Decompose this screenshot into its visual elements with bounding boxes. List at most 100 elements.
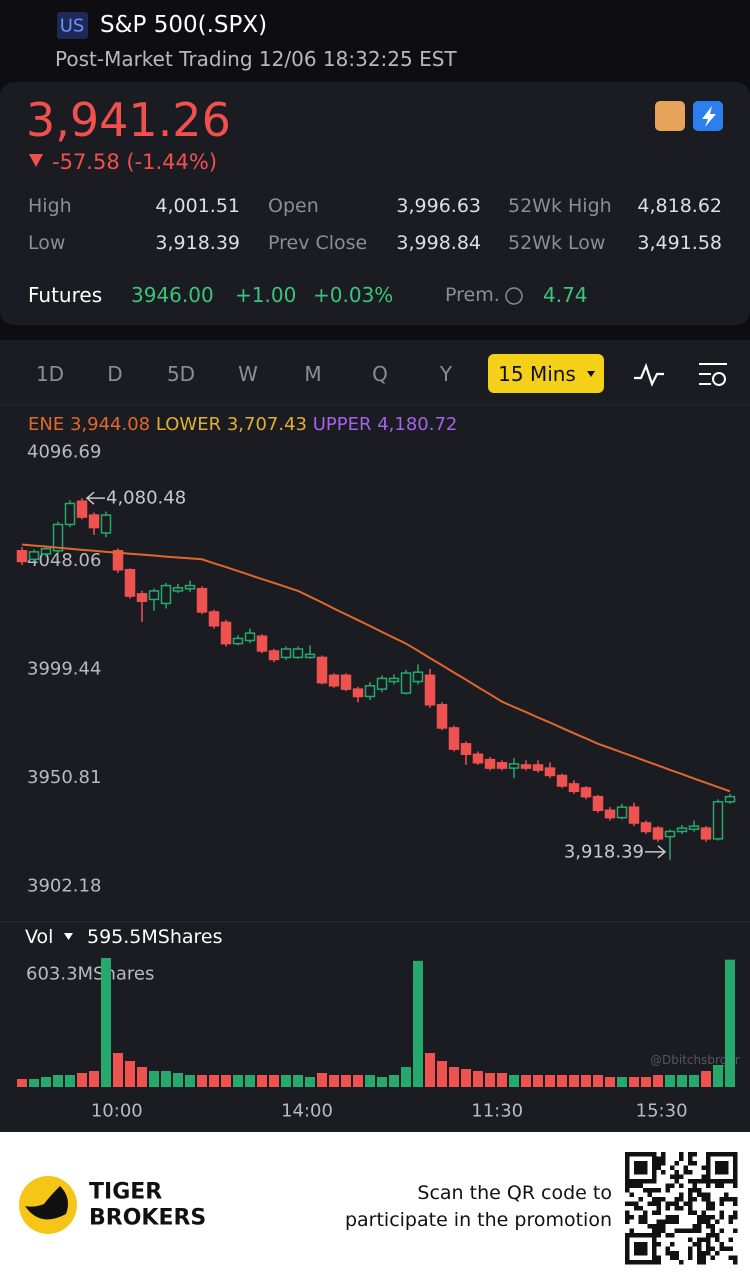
- qr-module: [683, 1170, 688, 1175]
- qr-module: [647, 1224, 652, 1229]
- qr-module: [697, 1255, 702, 1260]
- period-tab[interactable]: M: [304, 362, 321, 386]
- qr-module: [706, 1206, 711, 1211]
- active-tab[interactable]: 15 Mins: [498, 362, 576, 386]
- qr-module: [697, 1188, 702, 1193]
- icon-a[interactable]: [655, 101, 685, 131]
- qr-module: [728, 1246, 733, 1251]
- qr-module: [706, 1165, 711, 1170]
- qr-module: [701, 1192, 706, 1197]
- qr-module: [656, 1201, 661, 1206]
- qr-module: [656, 1197, 661, 1202]
- annotation-arrow: [85, 491, 105, 505]
- volume-dropdown[interactable]: [64, 933, 73, 940]
- candle-body: [532, 764, 544, 771]
- candle-body: [148, 590, 160, 601]
- qr-module: [688, 1206, 693, 1211]
- qr-module: [679, 1156, 684, 1161]
- volume-bar: [689, 1075, 699, 1087]
- qr-module: [688, 1197, 693, 1202]
- active-tab-bg[interactable]: [488, 354, 604, 393]
- qr-module: [652, 1201, 657, 1206]
- qr-module: [728, 1152, 733, 1157]
- qr-module: [706, 1233, 711, 1238]
- candle-body: [28, 551, 40, 561]
- qr-module: [706, 1170, 711, 1175]
- qr-module: [733, 1183, 738, 1188]
- qr-module: [706, 1183, 711, 1188]
- qr-module: [634, 1170, 639, 1175]
- volume-bar: [329, 1075, 339, 1087]
- indicator-icon[interactable]: [634, 362, 664, 387]
- qr-module: [715, 1219, 720, 1224]
- qr-module: [656, 1228, 661, 1233]
- period-tab[interactable]: Q: [372, 362, 388, 386]
- qr-module: [724, 1161, 729, 1166]
- qr-module: [701, 1251, 706, 1256]
- volume-bar: [185, 1075, 195, 1087]
- volume-bar: [245, 1075, 255, 1087]
- volume-bar: [101, 958, 111, 1087]
- qr-module: [697, 1215, 702, 1220]
- qr-module: [688, 1188, 693, 1193]
- qr-module: [692, 1242, 697, 1247]
- qr-module: [661, 1224, 666, 1229]
- qr-module: [683, 1201, 688, 1206]
- qr-module: [715, 1251, 720, 1256]
- qr-module: [652, 1179, 657, 1184]
- qr-module: [638, 1161, 643, 1166]
- candle-body: [268, 650, 280, 661]
- candle-body: [40, 548, 52, 555]
- qr-module: [733, 1215, 738, 1220]
- candle-body: [508, 763, 520, 769]
- period-tab[interactable]: 1D: [36, 362, 64, 386]
- period-tab[interactable]: W: [238, 362, 258, 386]
- qr-module: [629, 1228, 634, 1233]
- y-tick-label: 4096.69: [27, 442, 101, 463]
- qr-module: [661, 1228, 666, 1233]
- candle-body: [448, 727, 460, 750]
- volume-current: 595.5MShares: [87, 926, 223, 948]
- qr-module: [688, 1228, 693, 1233]
- qr-module: [629, 1215, 634, 1220]
- qr-module: [652, 1242, 657, 1247]
- qr-module: [719, 1183, 724, 1188]
- candle-body: [16, 550, 28, 563]
- volume-bar: [617, 1076, 627, 1087]
- qr-module: [710, 1255, 715, 1260]
- volume-bar: [485, 1072, 495, 1087]
- qr-module: [661, 1161, 666, 1166]
- indicator-value: 3,707.43: [227, 414, 307, 435]
- qr-module: [643, 1233, 648, 1238]
- qr-module: [670, 1215, 675, 1220]
- stat-value: 4,818.62: [637, 195, 722, 217]
- qr-module: [719, 1197, 724, 1202]
- period-tab[interactable]: Y: [439, 362, 453, 386]
- volume-bar: [545, 1075, 555, 1087]
- period-tab[interactable]: D: [107, 362, 122, 386]
- qr-module: [656, 1224, 661, 1229]
- candle-body: [280, 648, 292, 659]
- price: 3,941.26: [26, 93, 231, 147]
- premium-info-icon[interactable]: [505, 287, 523, 305]
- qr-module: [692, 1210, 697, 1215]
- qr-module: [670, 1242, 675, 1247]
- qr-module: [733, 1161, 738, 1166]
- qr-module: [625, 1201, 630, 1206]
- period-tab[interactable]: 5D: [167, 362, 195, 386]
- promo-text: participate in the promotion: [345, 1209, 612, 1231]
- qr-module: [625, 1237, 630, 1242]
- candle-body: [64, 502, 76, 526]
- qr-module: [670, 1255, 675, 1260]
- qr-module: [706, 1156, 711, 1161]
- indicator-name: LOWER: [156, 414, 221, 435]
- qr-module: [625, 1170, 630, 1175]
- qr-module: [706, 1161, 711, 1166]
- qr-module: [652, 1224, 657, 1229]
- qr-module: [706, 1224, 711, 1229]
- candle-body: [376, 677, 388, 690]
- qr-module: [647, 1260, 652, 1265]
- settings-icon[interactable]: [699, 363, 727, 386]
- qr-module: [688, 1246, 693, 1251]
- indicator-legend: ENE 3,944.08 LOWER 3,707.43 UPPER 4,180.…: [28, 414, 457, 435]
